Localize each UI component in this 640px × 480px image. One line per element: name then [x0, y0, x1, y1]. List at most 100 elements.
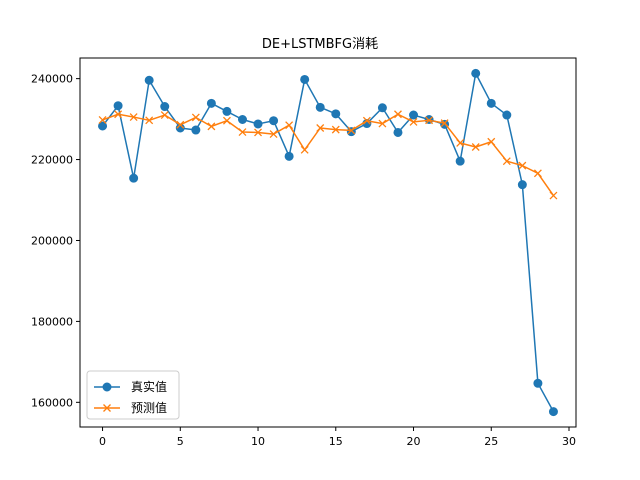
- series-predicted-point-stroke: [471, 143, 480, 151]
- series-actual-point: [129, 173, 139, 183]
- series-predicted-point-stroke: [502, 157, 511, 166]
- series-predicted-point-stroke: [456, 139, 465, 147]
- series-predicted-point: [549, 191, 558, 200]
- series-actual-point: [113, 101, 123, 111]
- series-predicted-point-stroke: [207, 122, 216, 131]
- y-tick-label: 240000: [31, 73, 73, 86]
- series-predicted-point: [129, 113, 138, 122]
- series-predicted-point-stroke: [269, 130, 278, 139]
- series-predicted-point-stroke: [378, 119, 387, 128]
- series-predicted-point: [347, 126, 356, 135]
- chart-title: DE+LSTMBFG消耗: [262, 37, 378, 52]
- series-predicted-point: [456, 139, 465, 147]
- x-tick-label: 25: [484, 435, 498, 448]
- y-tick-label: 160000: [31, 396, 73, 409]
- series-predicted-point-stroke: [285, 121, 294, 130]
- series-predicted-point-stroke: [176, 120, 185, 129]
- series-actual-point: [284, 151, 294, 161]
- series-predicted-point-stroke: [300, 145, 309, 154]
- series-predicted-point-stroke: [394, 110, 402, 119]
- series-predicted-point-stroke: [549, 191, 558, 200]
- series-actual-point: [98, 121, 108, 131]
- series-predicted-point: [98, 115, 107, 124]
- series-actual-point: [331, 109, 341, 119]
- series-actual-point: [144, 75, 154, 85]
- x-tick-label: 20: [407, 435, 421, 448]
- x-tick-label: 0: [99, 435, 106, 448]
- plot-area: [79, 57, 577, 428]
- series-predicted-point-stroke: [254, 128, 262, 137]
- series-predicted-point-stroke: [316, 124, 325, 132]
- legend-entry-actual: 真实值: [94, 379, 167, 394]
- x-tick-label: 5: [177, 435, 184, 448]
- legend-entry-predicted: 预测值: [94, 400, 167, 415]
- series-predicted-point-stroke: [425, 116, 434, 125]
- series-predicted-point-stroke: [331, 125, 340, 134]
- series-predicted-point-stroke: [114, 110, 123, 119]
- series-predicted-point-stroke: [129, 113, 138, 122]
- series-predicted-point-stroke: [533, 169, 542, 178]
- x-tick-label: 10: [251, 435, 265, 448]
- series-actual-point: [409, 110, 419, 120]
- series-actual-point: [191, 125, 201, 135]
- series-predicted-point-stroke: [191, 113, 200, 122]
- series-predicted-point-stroke: [409, 117, 418, 126]
- series-actual-point: [486, 98, 496, 108]
- series-predicted-point: [440, 119, 449, 128]
- series-predicted-point: [533, 169, 542, 178]
- series-predicted-point: [145, 116, 154, 125]
- series-predicted-point: [238, 128, 247, 137]
- series-actual-point: [253, 119, 263, 129]
- y-axis: 160000 180000 200000 220000 240000: [31, 73, 80, 409]
- series-predicted-point: [471, 143, 480, 151]
- series-predicted-point: [394, 110, 402, 119]
- series-predicted-point: [191, 113, 200, 122]
- x-tick-label: 30: [562, 435, 576, 448]
- series-actual-point: [222, 106, 232, 116]
- x-tick-label: 15: [329, 435, 343, 448]
- series-predicted-point: [316, 124, 325, 132]
- legend-entry-predicted-marker: [103, 404, 111, 412]
- series-predicted-point: [378, 119, 387, 128]
- legend-entry-predicted-marker-stroke: [103, 404, 111, 412]
- y-tick-label: 220000: [31, 154, 73, 167]
- axes-frame: [79, 57, 577, 428]
- series-predicted-point-stroke: [518, 161, 527, 170]
- series-predicted-point-stroke: [487, 137, 496, 146]
- series-actual-point: [548, 407, 558, 417]
- series-predicted: [98, 110, 558, 200]
- y-tick-label: 180000: [31, 315, 73, 328]
- series-predicted-point-stroke: [145, 116, 154, 125]
- series-predicted-point: [425, 116, 434, 125]
- series-actual-point: [533, 378, 543, 388]
- series-predicted-point: [207, 122, 216, 131]
- series-predicted-point: [300, 145, 309, 154]
- series-actual-point: [393, 127, 403, 137]
- legend-entry-predicted-label: 预测值: [131, 400, 167, 415]
- series-predicted-point: [518, 161, 527, 170]
- series-actual-point: [315, 102, 325, 112]
- series-actual-point: [269, 116, 279, 126]
- series-predicted-point-stroke: [347, 126, 356, 135]
- legend-entry-actual-label: 真实值: [131, 379, 167, 394]
- series-predicted-point: [502, 157, 511, 166]
- series-actual-point: [206, 98, 216, 108]
- series-predicted-point: [331, 125, 340, 134]
- series-predicted-point: [114, 110, 123, 119]
- series-actual-point: [377, 103, 387, 113]
- legend-entry-actual-marker: [102, 382, 112, 392]
- series-predicted-point: [160, 111, 169, 120]
- series-predicted-point: [362, 116, 371, 125]
- series-predicted-point: [254, 128, 262, 137]
- y-tick-label: 200000: [31, 234, 73, 247]
- series-actual-point: [300, 74, 310, 84]
- x-axis: 0 5 10 15 20 25 30: [99, 427, 576, 448]
- series-predicted-point-stroke: [160, 111, 169, 120]
- series-predicted-point-stroke: [238, 128, 247, 137]
- series-predicted-point: [269, 130, 278, 139]
- series-actual-point: [502, 110, 512, 120]
- series-actual-point: [471, 68, 481, 78]
- series-predicted-point: [285, 121, 294, 130]
